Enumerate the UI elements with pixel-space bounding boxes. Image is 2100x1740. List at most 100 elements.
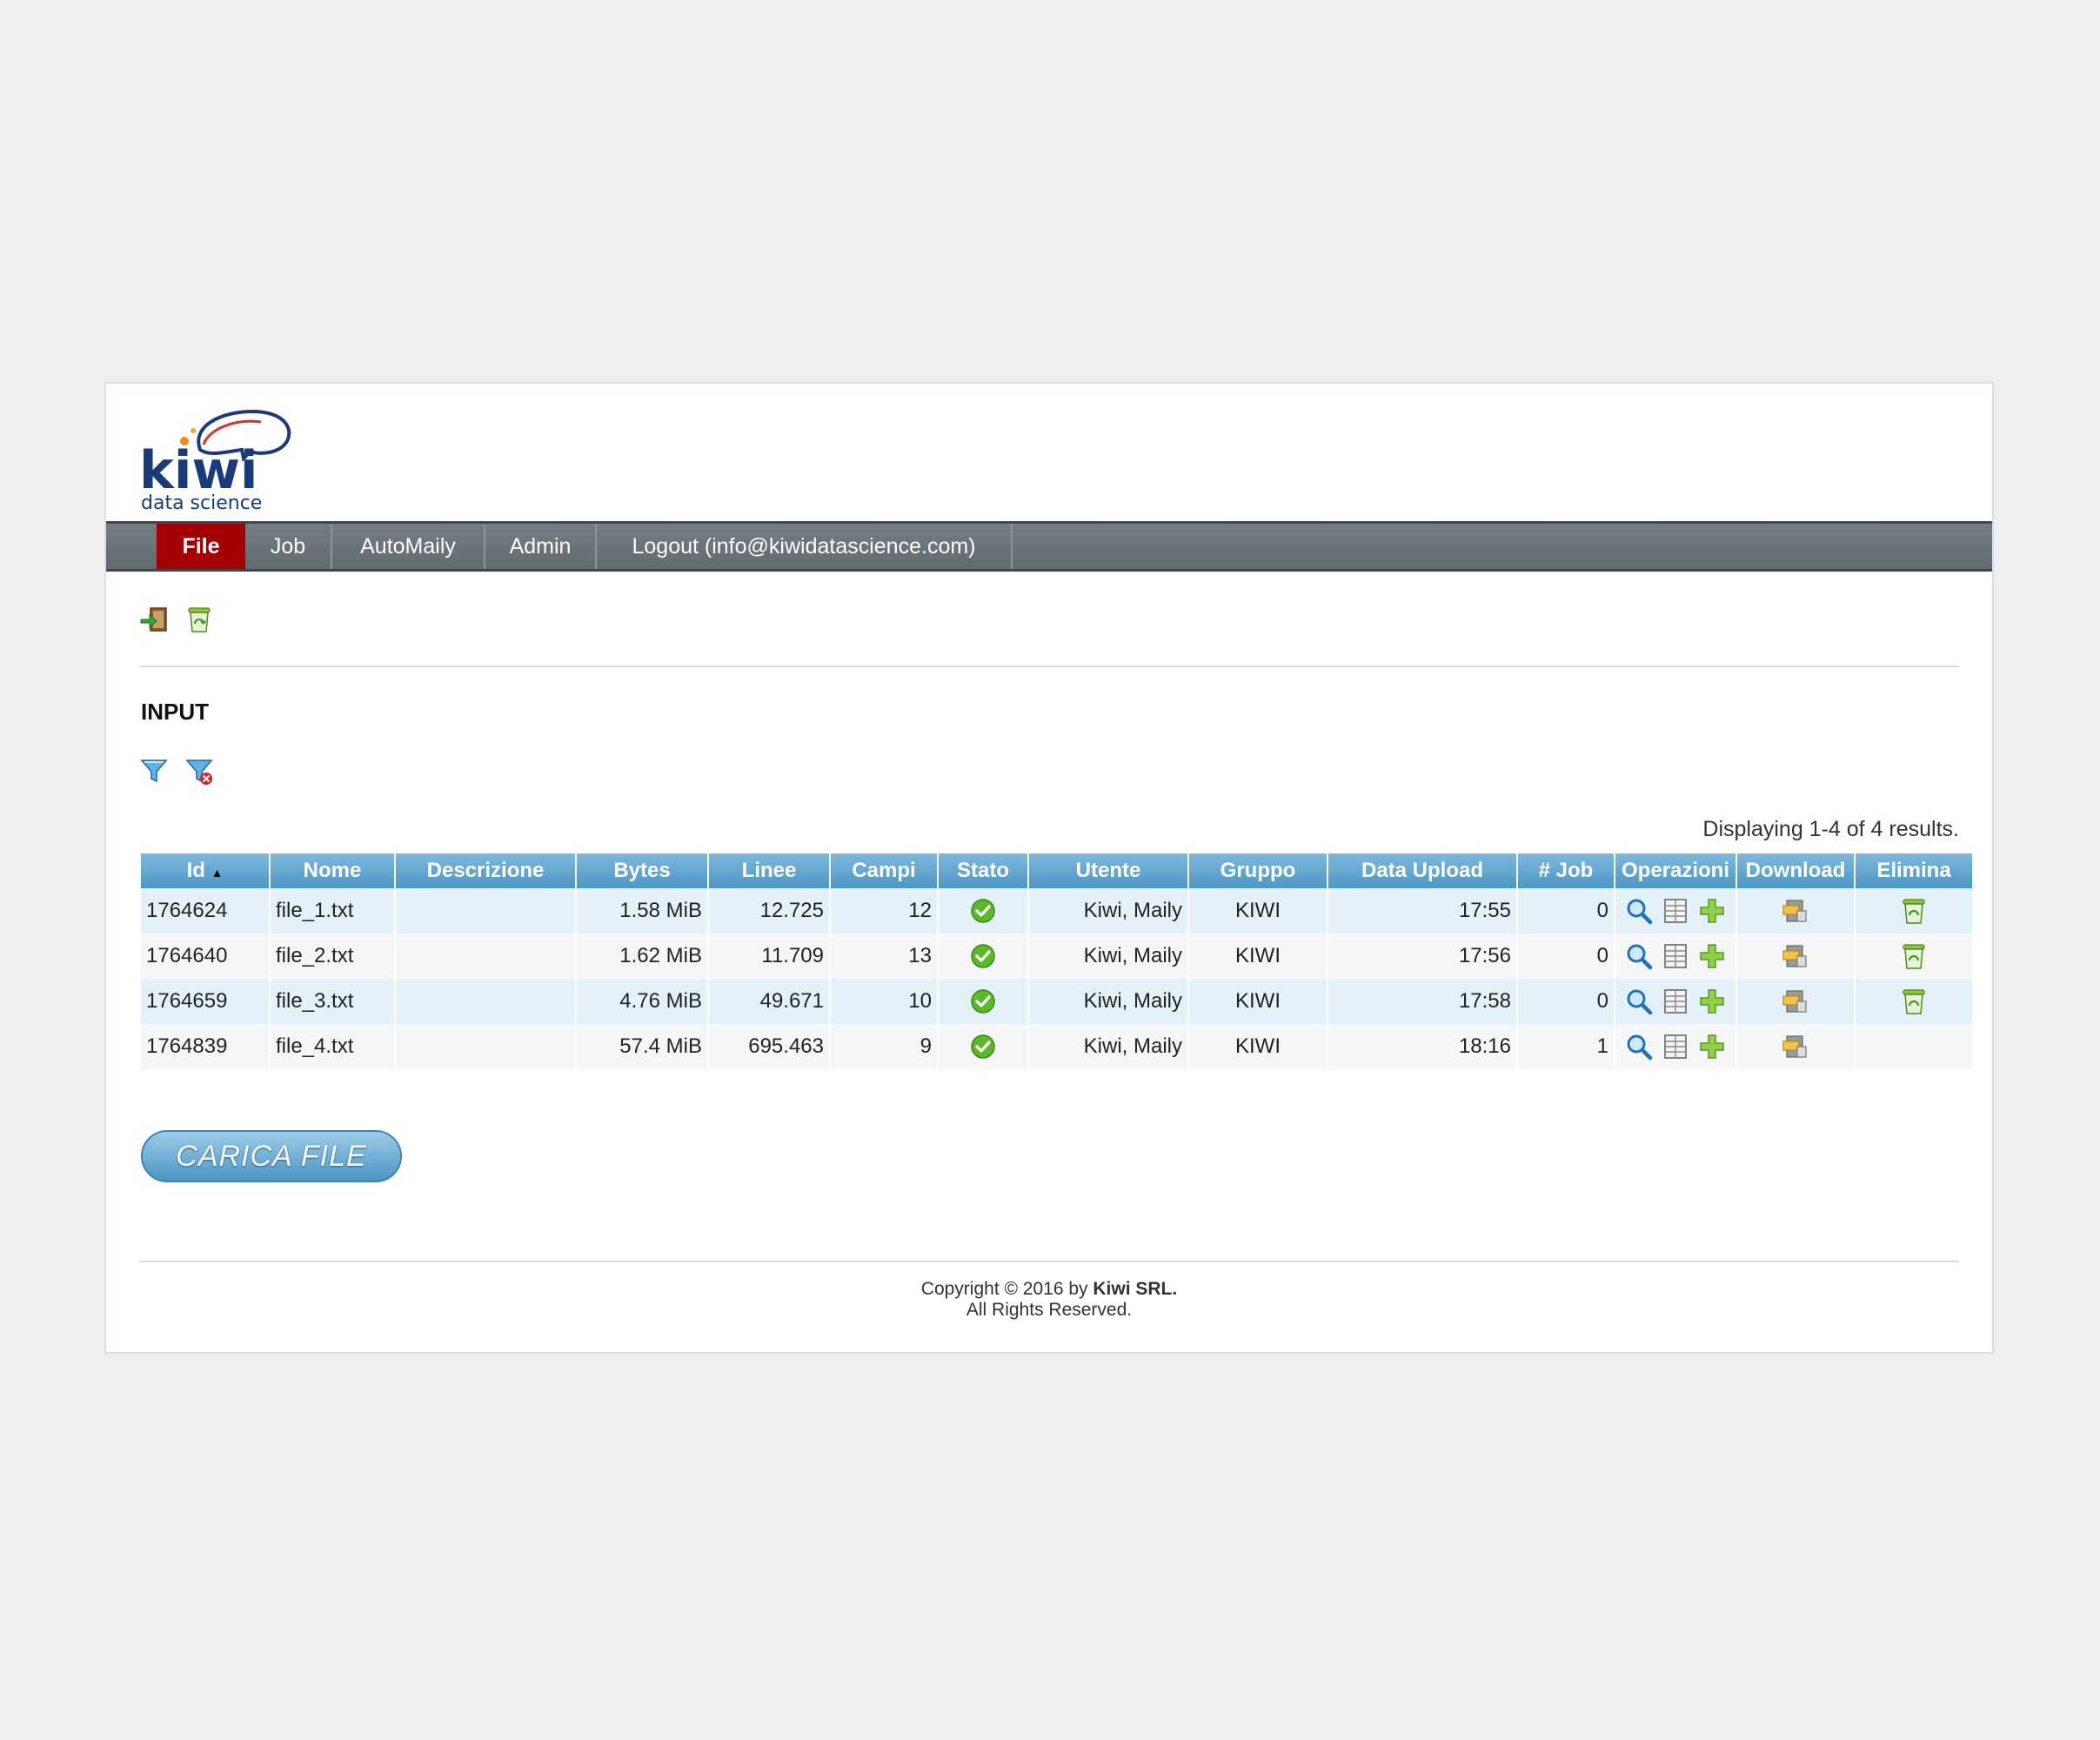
cell-operazioni [1615,888,1737,934]
col-stato[interactable]: Stato [938,853,1029,888]
col-descrizione[interactable]: Descrizione [395,853,577,888]
nav-job[interactable]: Job [245,524,332,569]
cell-id: 1764839 [141,1024,271,1069]
cell-stato [938,1024,1029,1069]
cell-linee: 11.709 [708,934,831,979]
cell-stato [938,979,1029,1024]
copyright-text: Copyright © 2016 by [920,1279,1093,1299]
cell-utente: Kiwi, Maily [1028,1024,1189,1069]
logo-subtitle: data science [141,492,262,512]
view-search-icon[interactable] [1625,1033,1653,1061]
cell-bytes: 57.4 MiB [576,1024,709,1069]
add-job-icon[interactable] [1698,942,1726,970]
col-linee[interactable]: Linee [708,853,831,888]
download-icon[interactable] [1782,897,1809,925]
col-nome[interactable]: Nome [270,853,396,888]
cell-linee: 695.463 [708,1024,831,1069]
col-operazioni: Operazioni [1615,853,1737,888]
nav-file[interactable]: File [157,524,245,569]
cell-campi: 10 [830,979,939,1024]
table-row[interactable]: 1764640 file_2.txt 1.62 MiB 11.709 13 Kiwi, M… [141,934,1974,979]
cell-elimina [1855,888,1974,934]
cell-nome: file_2.txt [270,934,396,979]
delete-recycle-icon[interactable] [1900,897,1928,925]
divider-footer [139,1261,1959,1262]
cell-stato [938,934,1029,979]
recycle-bin-icon[interactable] [184,605,214,634]
download-icon[interactable] [1782,987,1809,1015]
cell-elimina [1855,1024,1974,1069]
table-view-icon[interactable] [1662,897,1689,925]
table-view-icon[interactable] [1662,987,1689,1015]
cell-campi: 9 [830,1024,939,1069]
nav-automaily[interactable]: AutoMaily [332,524,485,569]
add-job-icon[interactable] [1698,897,1726,925]
cell-job-count: 0 [1517,888,1615,934]
add-job-icon[interactable] [1698,1033,1726,1061]
table-row[interactable]: 1764839 file_4.txt 57.4 MiB 695.463 9 Kiwi, M… [141,1024,1974,1069]
col-download: Download [1736,853,1856,888]
cell-operazioni [1615,934,1737,979]
nav-logout[interactable]: Logout (info@kiwidatascience.com) [597,524,1013,569]
cell-bytes: 4.76 MiB [576,979,709,1024]
cell-descrizione [395,934,577,979]
cell-job-count: 0 [1517,934,1615,979]
divider-top [139,666,1959,667]
nav-admin[interactable]: Admin [485,524,597,569]
cell-elimina [1855,934,1974,979]
input-files-table: Id ▲ Nome Descrizione Bytes Linee Campi … [141,853,1974,1069]
cell-id: 1764624 [141,888,271,934]
cell-nome: file_4.txt [270,1024,396,1069]
col-bytes[interactable]: Bytes [576,853,709,888]
results-summary: Displaying 1-4 of 4 results. [1702,817,1959,841]
download-icon[interactable] [1782,1033,1809,1061]
cell-data-upload: 17:58 [1328,979,1518,1024]
kiwi-logo[interactable]: kiwi data science [139,399,296,512]
table-row[interactable]: 1764624 file_1.txt 1.58 MiB 12.725 12 Kiwi, M… [141,888,1974,934]
delete-recycle-icon[interactable] [1900,942,1928,970]
cell-data-upload: 18:16 [1328,1024,1518,1069]
filter-icon[interactable] [139,756,169,786]
cell-stato [938,888,1029,934]
col-id[interactable]: Id ▲ [141,853,271,888]
cell-bytes: 1.62 MiB [576,934,709,979]
col-data-upload[interactable]: Data Upload [1328,853,1518,888]
col-job-count[interactable]: # Job [1517,853,1615,888]
table-body: 1764624 file_1.txt 1.58 MiB 12.725 12 Kiwi, M… [141,888,1974,1069]
table-row[interactable]: 1764659 file_3.txt 4.76 MiB 49.671 10 Kiwi, M… [141,979,1974,1024]
company-name: Kiwi SRL. [1093,1279,1178,1299]
col-campi[interactable]: Campi [830,853,939,888]
kiwi-logo-graphic: kiwi data science [139,409,291,512]
cell-download [1736,934,1856,979]
table-view-icon[interactable] [1662,1033,1689,1061]
cell-elimina [1855,979,1974,1024]
col-gruppo[interactable]: Gruppo [1188,853,1328,888]
cell-descrizione [395,979,577,1024]
footer-rights: All Rights Reserved. [966,1300,1133,1320]
main-nav: File Job AutoMaily Admin Logout (info@ki… [106,521,1992,572]
col-elimina: Elimina [1855,853,1974,888]
cell-campi: 13 [830,934,939,979]
cell-gruppo: KIWI [1188,979,1328,1024]
status-ok-icon [971,899,995,923]
table-view-icon[interactable] [1662,942,1689,970]
download-icon[interactable] [1782,942,1809,970]
delete-recycle-icon[interactable] [1900,987,1928,1015]
cell-nome: file_1.txt [270,888,396,934]
cell-download [1736,888,1856,934]
clear-filter-icon[interactable] [184,756,214,786]
view-search-icon[interactable] [1625,942,1653,970]
cell-download [1736,1024,1856,1069]
cell-job-count: 0 [1517,979,1615,1024]
cell-bytes: 1.58 MiB [576,888,709,934]
carica-file-button[interactable]: CARICA FILE [141,1130,402,1182]
section-title: INPUT [141,699,209,725]
footer: Copyright © 2016 by Kiwi SRL. All Rights… [106,1279,1992,1321]
sort-ascending-icon: ▲ [211,866,224,880]
view-search-icon[interactable] [1625,987,1653,1015]
view-search-icon[interactable] [1625,897,1653,925]
col-utente[interactable]: Utente [1028,853,1189,888]
cell-operazioni [1615,1024,1737,1069]
import-icon[interactable] [139,605,169,634]
add-job-icon[interactable] [1698,987,1726,1015]
